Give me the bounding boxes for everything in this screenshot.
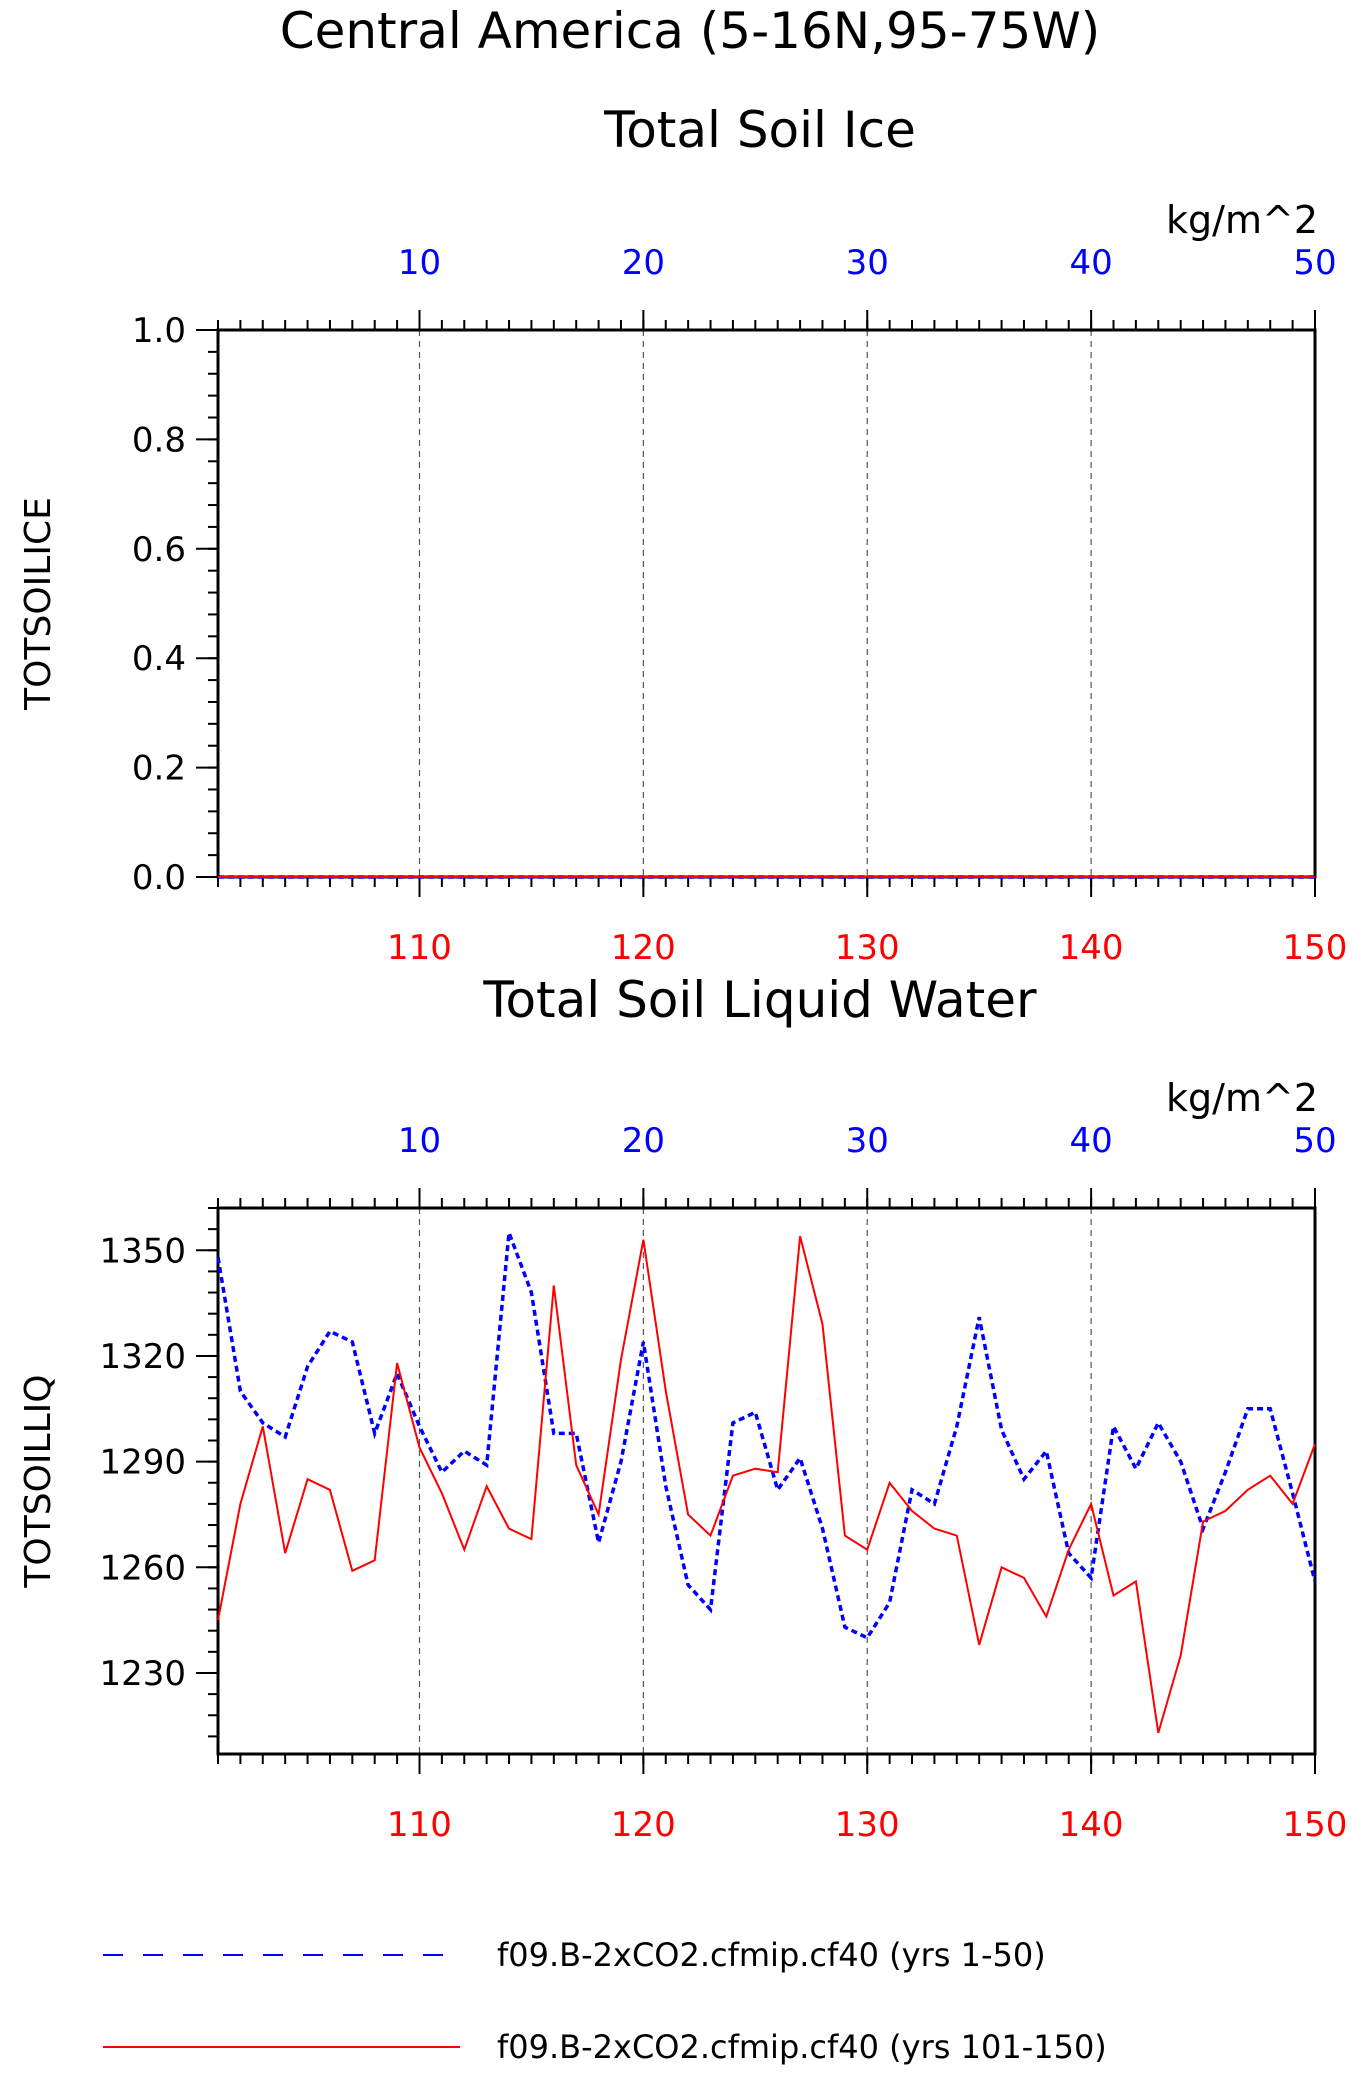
panel-soil-ice: Total Soil Ice kg/m^2 TOTSOILICE 10 20 30 40 50…	[18, 101, 1347, 968]
bottom-tick-label: 120	[611, 1805, 676, 1845]
top-tick-label: 30	[846, 1121, 889, 1161]
top-tick-label: 30	[846, 243, 889, 283]
legend: f09.B-2xCO2.cfmip.cf40 (yrs 1-50) f09.B-…	[103, 1936, 1107, 2066]
top-tick-label: 50	[1293, 1121, 1336, 1161]
units-label: kg/m^2	[1166, 198, 1318, 242]
y-tick-label: 1290	[99, 1443, 186, 1483]
top-tick-label: 10	[398, 243, 441, 283]
y-tick-label: 1350	[99, 1231, 186, 1271]
top-tick-label: 10	[398, 1121, 441, 1161]
y-tick-label: 1230	[99, 1654, 186, 1694]
top-tick-label: 50	[1293, 243, 1336, 283]
series-line-2	[217, 1235, 1316, 1734]
units-label: kg/m^2	[1166, 1076, 1318, 1120]
bottom-tick-label: 110	[387, 928, 452, 968]
y-axis-label: TOTSOILLIQ	[18, 1374, 59, 1588]
page-title: Central America (5-16N,95-75W)	[280, 2, 1101, 60]
bottom-tick-label: 140	[1059, 928, 1124, 968]
y-axis-label: TOTSOILICE	[18, 497, 59, 711]
top-tick-label: 20	[622, 243, 665, 283]
y-tick-label: 0.6	[132, 530, 186, 570]
bottom-tick-label: 130	[835, 928, 900, 968]
y-tick-label: 1320	[99, 1337, 186, 1377]
y-tick-label: 0.0	[132, 858, 186, 898]
top-tick-label: 40	[1069, 243, 1112, 283]
y-tick-label: 0.8	[132, 420, 186, 460]
bottom-tick-label: 150	[1283, 928, 1348, 968]
y-tick-label: 1.0	[132, 311, 186, 351]
plot-frame	[216, 328, 1317, 879]
bottom-tick-label: 120	[611, 928, 676, 968]
top-tick-label: 20	[622, 1121, 665, 1161]
legend-label-series-1: f09.B-2xCO2.cfmip.cf40 (yrs 1-50)	[497, 1936, 1046, 1974]
legend-label-series-2: f09.B-2xCO2.cfmip.cf40 (yrs 101-150)	[497, 2028, 1107, 2066]
bottom-tick-label: 150	[1283, 1805, 1348, 1845]
y-tick-label: 0.2	[132, 749, 186, 789]
chart-title: Total Soil Ice	[603, 101, 916, 159]
chart-title: Total Soil Liquid Water	[482, 971, 1037, 1029]
bottom-tick-label: 140	[1059, 1805, 1124, 1845]
top-tick-label: 40	[1069, 1121, 1112, 1161]
panel-soil-liquid: Total Soil Liquid Water kg/m^2 TOTSOILLIQ 1…	[18, 971, 1347, 1845]
bottom-tick-label: 110	[387, 1805, 452, 1845]
y-tick-label: 0.4	[132, 639, 186, 679]
y-tick-label: 1260	[99, 1548, 186, 1588]
plot-frame	[216, 1206, 1317, 1756]
bottom-tick-label: 130	[835, 1805, 900, 1845]
series-line-1	[216, 1232, 1317, 1641]
